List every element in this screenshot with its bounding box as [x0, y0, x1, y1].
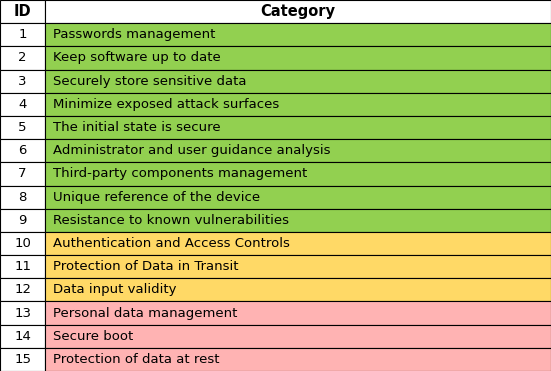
Text: Resistance to known vulnerabilities: Resistance to known vulnerabilities: [53, 214, 289, 227]
Bar: [0, 116, 45, 139]
Text: Data input validity: Data input validity: [53, 283, 177, 296]
Bar: [0, 278, 45, 301]
Text: Unique reference of the device: Unique reference of the device: [53, 191, 261, 204]
Text: ID: ID: [14, 4, 31, 19]
Bar: [0, 0, 45, 23]
Text: 9: 9: [18, 214, 27, 227]
Bar: [45, 70, 551, 93]
Bar: [45, 255, 551, 278]
Bar: [45, 116, 551, 139]
Text: The initial state is secure: The initial state is secure: [53, 121, 221, 134]
Text: 3: 3: [18, 75, 27, 88]
Bar: [0, 255, 45, 278]
Text: Personal data management: Personal data management: [53, 306, 238, 319]
Bar: [45, 209, 551, 232]
Bar: [0, 186, 45, 209]
Bar: [0, 209, 45, 232]
Text: 14: 14: [14, 330, 31, 343]
Bar: [0, 232, 45, 255]
Text: Keep software up to date: Keep software up to date: [53, 52, 221, 65]
Text: 10: 10: [14, 237, 31, 250]
Text: Category: Category: [261, 4, 336, 19]
Text: Minimize exposed attack surfaces: Minimize exposed attack surfaces: [53, 98, 280, 111]
Text: 13: 13: [14, 306, 31, 319]
Text: Authentication and Access Controls: Authentication and Access Controls: [53, 237, 290, 250]
Bar: [45, 301, 551, 325]
Bar: [0, 23, 45, 46]
Text: 11: 11: [14, 260, 31, 273]
Bar: [0, 93, 45, 116]
Bar: [45, 93, 551, 116]
Text: 1: 1: [18, 28, 27, 41]
Bar: [45, 23, 551, 46]
Text: 2: 2: [18, 52, 27, 65]
Text: 15: 15: [14, 353, 31, 366]
Text: 7: 7: [18, 167, 27, 180]
Bar: [45, 232, 551, 255]
Text: Secure boot: Secure boot: [53, 330, 134, 343]
Bar: [0, 139, 45, 162]
Text: 5: 5: [18, 121, 27, 134]
Bar: [45, 186, 551, 209]
Bar: [45, 162, 551, 186]
Bar: [0, 46, 45, 70]
Bar: [45, 0, 551, 23]
Bar: [45, 46, 551, 70]
Bar: [0, 325, 45, 348]
Bar: [45, 325, 551, 348]
Text: 8: 8: [18, 191, 27, 204]
Text: Protection of data at rest: Protection of data at rest: [53, 353, 220, 366]
Text: Third-party components management: Third-party components management: [53, 167, 307, 180]
Text: Passwords management: Passwords management: [53, 28, 216, 41]
Text: 6: 6: [18, 144, 27, 157]
Bar: [45, 278, 551, 301]
Bar: [0, 70, 45, 93]
Bar: [0, 348, 45, 371]
Bar: [45, 139, 551, 162]
Text: Protection of Data in Transit: Protection of Data in Transit: [53, 260, 239, 273]
Text: Administrator and user guidance analysis: Administrator and user guidance analysis: [53, 144, 331, 157]
Bar: [0, 301, 45, 325]
Text: 4: 4: [18, 98, 27, 111]
Bar: [0, 162, 45, 186]
Bar: [45, 348, 551, 371]
Text: Securely store sensitive data: Securely store sensitive data: [53, 75, 247, 88]
Text: 12: 12: [14, 283, 31, 296]
